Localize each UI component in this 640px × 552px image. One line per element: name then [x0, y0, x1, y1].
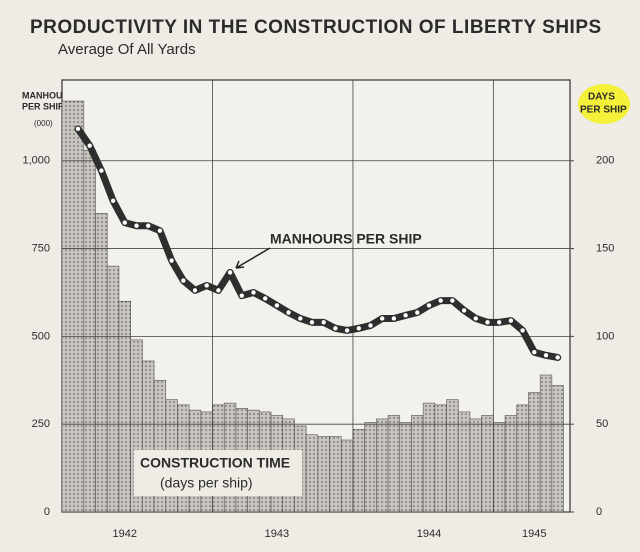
point: [298, 316, 303, 321]
point: [87, 143, 92, 148]
point: [286, 310, 291, 315]
bar: [340, 439, 354, 513]
bar: [118, 300, 131, 513]
point: [438, 298, 443, 303]
point: [415, 310, 420, 315]
point: [134, 223, 139, 228]
point: [157, 228, 163, 233]
x-tick-label: 1944: [417, 528, 441, 540]
y2-tick-label: 150: [596, 242, 614, 254]
plot-area: [61, 79, 574, 513]
point: [146, 223, 151, 228]
point: [391, 316, 397, 321]
point: [122, 220, 128, 225]
x-tick-label: 1943: [265, 528, 289, 540]
y2-tick-label: 50: [596, 418, 608, 430]
point: [403, 313, 408, 318]
bar: [539, 374, 553, 513]
annotation: (days per ship): [160, 475, 253, 491]
bar: [399, 422, 412, 513]
bar: [352, 429, 365, 513]
bar: [83, 149, 96, 513]
point: [227, 270, 233, 275]
bar: [364, 422, 377, 513]
y2-axis-label: DAYS: [588, 92, 615, 103]
point: [169, 258, 174, 263]
bar: [504, 415, 518, 513]
point: [532, 349, 537, 355]
point: [321, 320, 326, 325]
annotation: MANHOURS PER SHIP: [270, 231, 422, 247]
point: [356, 326, 361, 331]
point: [461, 308, 467, 313]
point: [192, 288, 198, 293]
point: [333, 326, 338, 331]
bar: [434, 404, 447, 513]
y-tick-label: 250: [32, 418, 50, 430]
y-tick-label: 750: [32, 242, 50, 254]
bar: [481, 415, 494, 513]
point: [181, 278, 186, 283]
y-axis-label: MANHOURS: [22, 90, 75, 100]
y2-tick-label: 100: [596, 330, 614, 342]
bar: [469, 418, 482, 513]
bar: [457, 411, 471, 513]
bar: [95, 213, 108, 513]
arrow: [235, 247, 271, 269]
bar: [516, 404, 529, 513]
point: [450, 298, 455, 303]
bar: [387, 415, 401, 513]
y-tick-label: 1,000: [22, 155, 50, 167]
bar: [493, 422, 506, 513]
chart-subtitle: Average Of All Yards: [58, 41, 196, 58]
point: [216, 288, 221, 293]
point: [75, 126, 81, 132]
point: [110, 198, 116, 204]
annotation: CONSTRUCTION TIME: [140, 455, 290, 471]
bar: [446, 399, 459, 513]
bar: [422, 402, 436, 513]
point: [263, 296, 268, 301]
y-axis-label: (000): [34, 119, 53, 128]
point: [274, 303, 280, 308]
point: [543, 353, 549, 358]
bar: [305, 434, 319, 513]
x-tick-label: 1942: [113, 528, 137, 540]
point: [251, 290, 256, 295]
bar: [106, 265, 120, 513]
point: [508, 318, 514, 323]
y-axis-label: PER SHIP: [22, 101, 64, 111]
bar: [551, 385, 564, 513]
bar: [376, 418, 389, 513]
y-tick-label: 0: [44, 506, 50, 518]
point: [368, 323, 373, 328]
y-tick-label: 500: [32, 330, 50, 342]
bar: [528, 392, 541, 513]
chart-title: PRODUCTIVITY IN THE CONSTRUCTION OF LIBE…: [30, 17, 602, 38]
point: [344, 328, 350, 333]
bar: [329, 436, 342, 513]
y2-tick-label: 200: [596, 155, 614, 167]
point: [473, 316, 478, 321]
point: [497, 320, 502, 325]
point: [309, 320, 315, 325]
y2-tick-label: 0: [596, 506, 602, 518]
bar: [317, 436, 330, 513]
point: [426, 303, 432, 308]
bar: [411, 415, 424, 513]
point: [555, 355, 560, 360]
highlight: [578, 84, 630, 124]
point: [485, 320, 490, 325]
point: [204, 283, 209, 288]
point: [380, 316, 385, 321]
y2-axis-label: PER SHIP: [580, 105, 627, 116]
point: [99, 168, 104, 173]
x-tick-label: 1945: [522, 528, 546, 540]
bar: [61, 100, 85, 513]
point: [520, 328, 525, 333]
label-box: [134, 450, 302, 496]
point: [239, 293, 244, 298]
